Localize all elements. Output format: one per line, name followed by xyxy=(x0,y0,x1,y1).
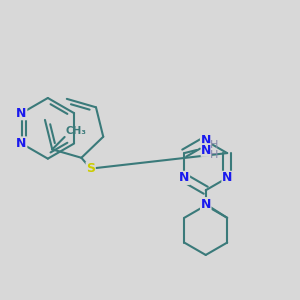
Text: N: N xyxy=(200,198,211,211)
Text: N: N xyxy=(222,171,232,184)
Text: N: N xyxy=(201,143,211,157)
Text: H: H xyxy=(210,140,218,150)
Text: S: S xyxy=(86,162,95,175)
Text: N: N xyxy=(16,107,27,120)
Text: H: H xyxy=(210,150,218,160)
Text: N: N xyxy=(16,137,27,150)
Text: N: N xyxy=(200,134,211,147)
Text: N: N xyxy=(179,171,190,184)
Text: CH₃: CH₃ xyxy=(65,126,86,136)
